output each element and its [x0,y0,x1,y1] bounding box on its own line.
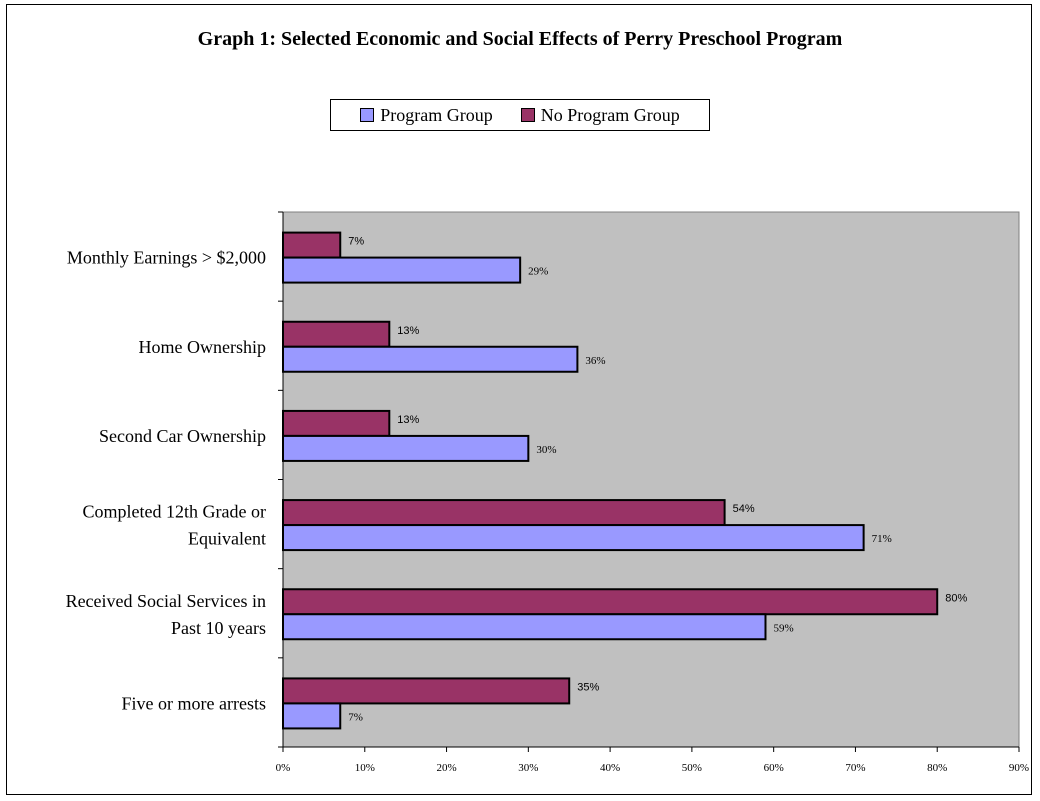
data-label-no-program: 54% [733,503,755,515]
x-tick-label: 90% [1009,762,1029,774]
x-tick-label: 40% [600,762,620,774]
category-label: Received Social Services in [66,591,266,611]
data-label-no-program: 13% [397,325,419,337]
data-label-program: 29% [528,266,548,278]
plot-area [282,211,1020,748]
legend-label-no-program: No Program Group [540,104,680,125]
bar-no-program [282,409,391,437]
legend: Program Group No Program Group [330,99,710,131]
data-label-program: 30% [536,444,556,456]
category-label: Second Car Ownership [99,426,266,446]
bar-program [282,702,342,730]
bar-no-program [282,320,391,348]
bar-no-program [282,499,726,527]
category-label: Completed 12th Grade or [83,502,266,522]
data-label-program: 59% [773,622,793,634]
bar-program [282,345,579,373]
data-label-no-program: 35% [577,681,599,693]
x-tick-label: 30% [518,762,538,774]
bar-no-program [282,231,342,259]
category-label: Five or more arrests [122,693,266,713]
legend-swatch-no-program [520,108,535,122]
legend-swatch-program [360,108,375,122]
data-label-program: 36% [585,355,605,367]
data-label-no-program: 80% [945,592,967,604]
data-label-no-program: 13% [397,414,419,426]
bar-program [282,613,767,641]
bar-no-program [282,588,939,616]
legend-item-no-program: No Program Group [520,104,680,126]
x-tick-label: 80% [927,762,947,774]
x-tick-label: 70% [845,762,865,774]
category-label: Past 10 years [171,618,266,638]
x-tick-label: 50% [682,762,702,774]
category-label: Equivalent [188,529,266,549]
legend-label-program: Program Group [380,104,493,125]
data-label-program: 71% [872,533,892,545]
x-tick-label: 60% [764,762,784,774]
x-tick-label: 10% [355,762,375,774]
x-tick-label: 20% [436,762,456,774]
legend-item-program: Program Group [360,104,493,126]
bar-program [282,256,522,284]
bar-no-program [282,677,571,705]
category-label: Home Ownership [139,337,266,357]
data-label-no-program: 7% [348,236,364,248]
bar-program [282,524,865,552]
bar-program [282,434,530,462]
chart-title: Graph 1: Selected Economic and Social Ef… [197,28,843,50]
x-tick-label: 0% [276,762,291,774]
data-label-program: 7% [348,711,363,723]
category-label: Monthly Earnings > $2,000 [67,248,266,268]
